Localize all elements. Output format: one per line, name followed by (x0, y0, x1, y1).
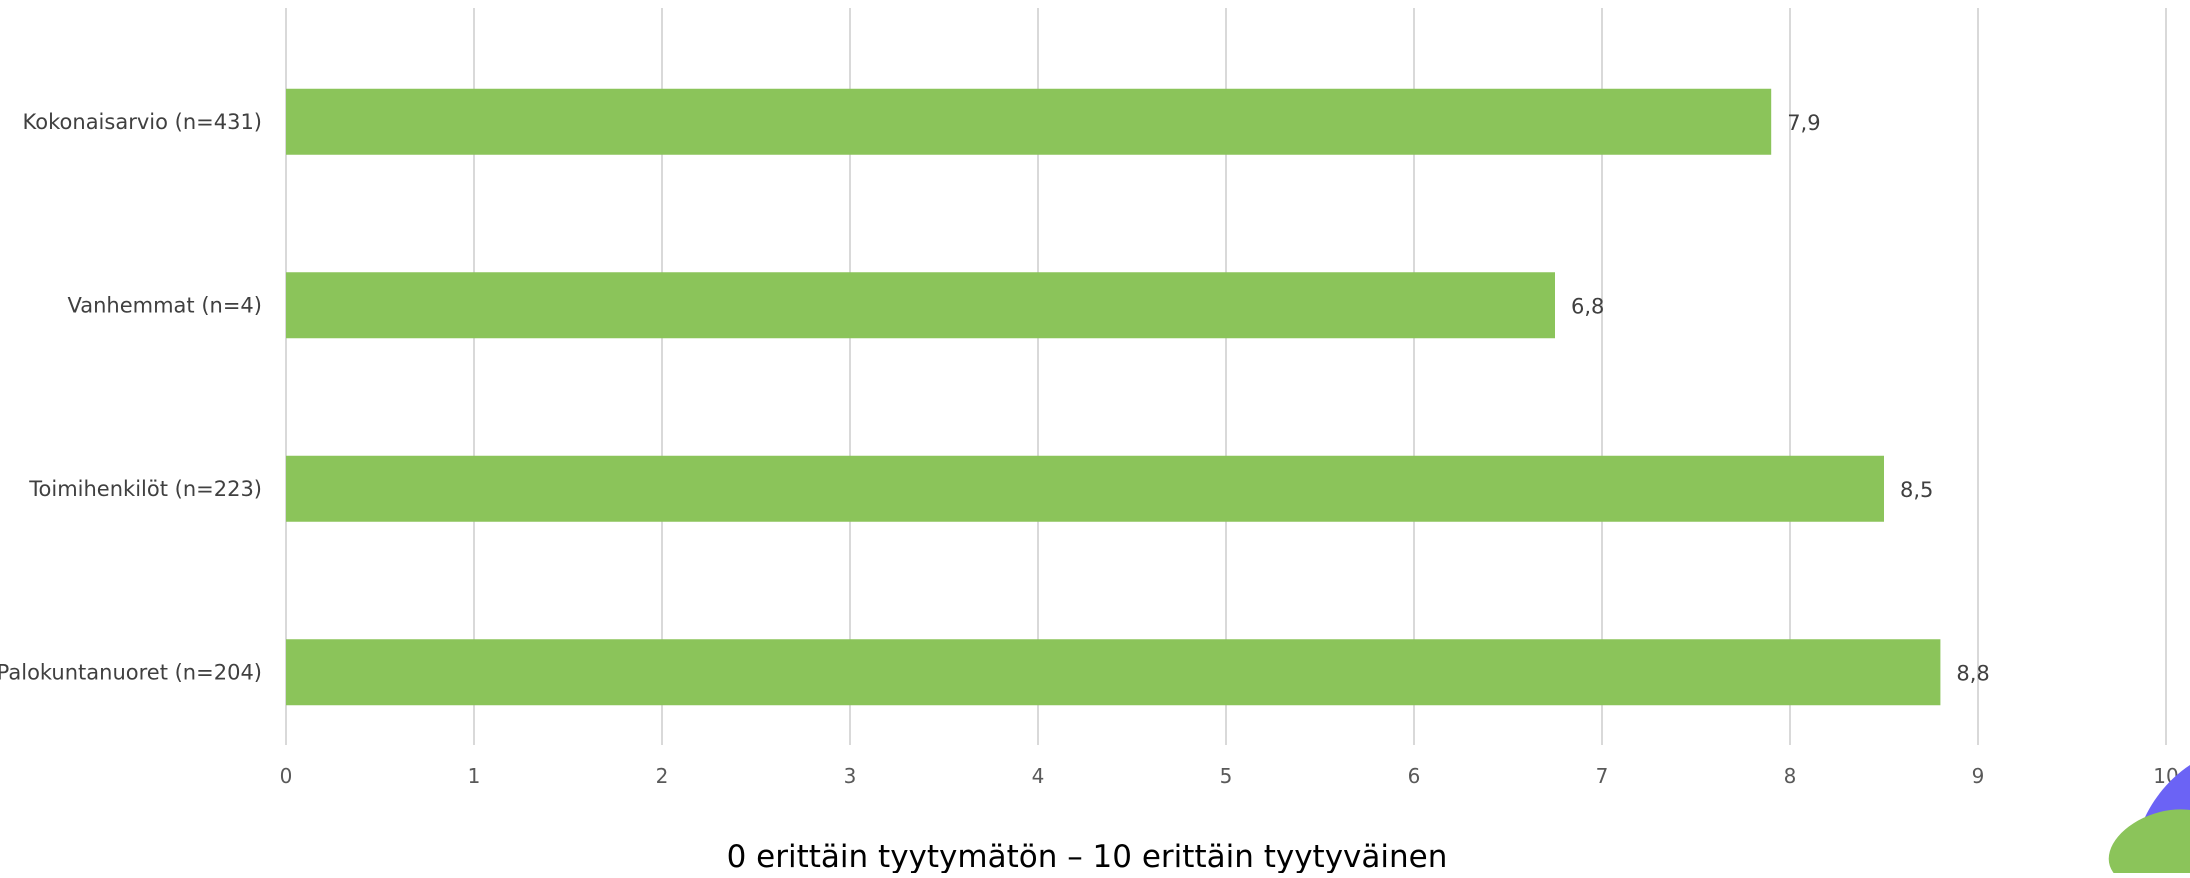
bar (286, 455, 1884, 522)
x-axis-title: 0 erittäin tyytymätön – 10 erittäin tyyt… (727, 839, 1448, 873)
x-tick-label: 4 (1032, 764, 1045, 788)
x-tick-label: 5 (1220, 764, 1233, 788)
data-label: 7,9 (1787, 111, 1820, 135)
category-label: Palokuntanuoret (n=204) (0, 660, 262, 684)
data-label: 6,8 (1571, 294, 1604, 318)
decorative-green-leaf (2108, 809, 2190, 878)
data-label: 8,8 (1956, 661, 1989, 685)
x-tick-label: 2 (656, 764, 669, 788)
x-tick-label: 8 (1784, 764, 1797, 788)
data-label: 8,5 (1900, 478, 1933, 502)
category-label: Kokonaisarvio (n=431) (23, 110, 262, 134)
category-label: Toimihenkilöt (n=223) (28, 477, 262, 501)
bars (286, 88, 1941, 706)
bar (286, 639, 1941, 706)
x-tick-label: 6 (1408, 764, 1421, 788)
x-tick-label: 3 (844, 764, 857, 788)
category-label: Vanhemmat (n=4) (68, 293, 263, 317)
x-tick-label: 1 (468, 764, 481, 788)
corner-decoration (2108, 765, 2190, 878)
bar (286, 272, 1555, 339)
x-tick-label: 7 (1596, 764, 1609, 788)
x-tick-label: 0 (280, 764, 293, 788)
bar (286, 88, 1772, 155)
x-tick-label: 9 (1972, 764, 1985, 788)
